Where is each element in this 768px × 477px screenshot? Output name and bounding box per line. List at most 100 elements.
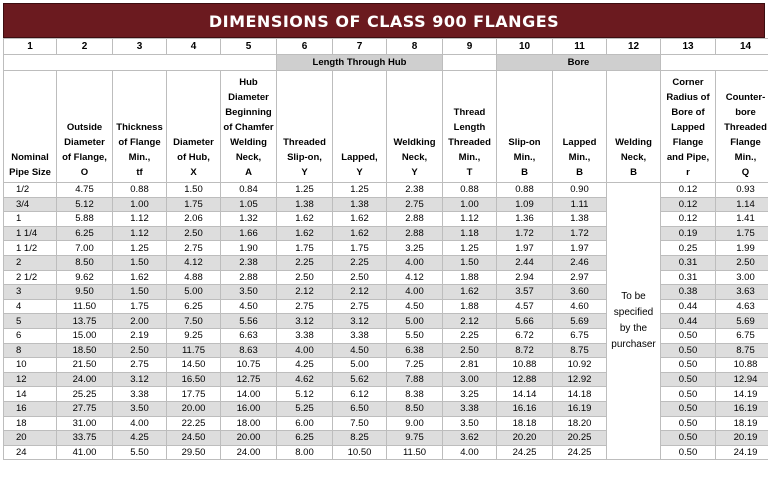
table-cell: 18.20	[552, 415, 607, 432]
table-cell: 3.12	[332, 313, 387, 329]
table-cell: 18.19	[715, 415, 768, 432]
table-cell: 2.81	[442, 357, 497, 373]
table-cell: 16.19	[552, 400, 607, 417]
table-cell: 0.50	[660, 371, 716, 388]
column-number-row: 1 2 3 4 5 6 7 8 9 10 11 12 13 14	[3, 38, 768, 55]
table-cell: 4.12	[386, 269, 443, 286]
table-cell: 5.56	[220, 313, 277, 329]
table-cell: 4.75	[56, 182, 113, 198]
table-cell: 6.00	[276, 415, 333, 432]
table-cell: 0.84	[220, 182, 277, 198]
table-cell: 24.00	[56, 371, 113, 388]
table-cell: 1.62	[442, 284, 497, 300]
column-header-line: Nominal	[11, 152, 49, 163]
table-cell: 4.50	[386, 298, 443, 315]
page-title: DIMENSIONS OF CLASS 900 FLANGES	[3, 3, 765, 38]
table-cell: 7.25	[386, 357, 443, 373]
table-cell: 2.12	[332, 284, 387, 300]
note-line: specified	[613, 307, 654, 319]
column-header-line: tf	[136, 167, 143, 178]
column-header-line: of Hub,	[177, 152, 210, 163]
table-cell: 27.75	[56, 400, 113, 417]
table-cell: 5.12	[276, 386, 333, 402]
table-row: 16 27.75 3.50 20.00 16.00 5.25 6.50 8.50 3.38 16.…	[3, 400, 768, 417]
column-header-line: Welding	[230, 137, 267, 148]
table-cell: 2.50	[112, 342, 167, 359]
table-cell: 12.92	[552, 371, 607, 388]
table-cell: 2.75	[166, 240, 221, 256]
table-cell: 2.12	[276, 284, 333, 300]
note-line: by the	[619, 323, 648, 335]
table-cell: 25.25	[56, 386, 113, 402]
table-cell: 1.12	[112, 225, 167, 242]
column-header: Thickness of Flange Min., tf	[112, 70, 167, 183]
table-cell: 2.25	[332, 254, 387, 271]
table-cell: 2.97	[552, 269, 607, 286]
table-cell: 4.50	[332, 342, 387, 359]
table-cell: 0.50	[660, 327, 716, 344]
table-cell: 24.19	[715, 444, 768, 461]
column-number: 8	[386, 38, 443, 55]
group-spacer	[442, 54, 497, 71]
table-cell: 14.00	[220, 386, 277, 402]
column-header-line: Hub	[239, 77, 258, 88]
column-header-line: Min.,	[568, 152, 591, 163]
table-row: 1 5.88 1.12 2.06 1.32 1.62 1.62 2.88 1.12 1.36 1.3…	[3, 211, 768, 227]
column-header-line: and Pipe,	[666, 152, 710, 163]
column-header-line: Radius of	[666, 92, 710, 103]
table-cell: 31.00	[56, 415, 113, 432]
table-cell: 1.05	[220, 196, 277, 213]
column-header-line: X	[190, 167, 197, 178]
table-cell: 0.31	[660, 269, 716, 286]
table-cell: 1.38	[552, 211, 607, 227]
table-cell: 20.19	[715, 430, 768, 446]
table-cell: 2.88	[386, 225, 443, 242]
column-header: Nominal Pipe Size	[3, 70, 57, 183]
table-cell: 1.50	[112, 284, 167, 300]
table-cell: 2.06	[166, 211, 221, 227]
table-cell: 2.38	[386, 182, 443, 198]
column-number: 1	[3, 38, 57, 55]
column-header-line: Lapped	[562, 137, 597, 148]
nominal-pipe-size-cell: 12	[3, 371, 57, 388]
table-cell: 1.50	[442, 254, 497, 271]
column-header-line: Counter-	[725, 92, 766, 103]
table-cell: 7.50	[166, 313, 221, 329]
table-cell: 0.90	[552, 182, 607, 198]
note-line: To be	[621, 291, 646, 303]
table-cell: 3.00	[442, 371, 497, 388]
table-cell: 8.50	[56, 254, 113, 271]
column-number: 9	[442, 38, 497, 55]
column-header: Corner Radius of Bore of Lapped Flange and Pi…	[660, 70, 716, 183]
table-cell: 22.25	[166, 415, 221, 432]
table-cell: 2.38	[220, 254, 277, 271]
column-number: 11	[552, 38, 607, 55]
table-cell: 11.50	[56, 298, 113, 315]
nominal-pipe-size-cell: 18	[3, 415, 57, 432]
column-header-line: Flange	[672, 137, 704, 148]
nominal-pipe-size-cell: 3	[3, 284, 57, 300]
table-cell: 1.97	[496, 240, 553, 256]
table-cell: 2.50	[715, 254, 768, 271]
table-cell: 5.25	[276, 400, 333, 417]
table-cell: 8.72	[496, 342, 553, 359]
table-cell: 4.25	[276, 357, 333, 373]
table-row: 20 33.75 4.25 24.50 20.00 6.25 8.25 9.75 3.62 20.…	[3, 430, 768, 446]
table-cell: 7.00	[56, 240, 113, 256]
table-cell: 16.50	[166, 371, 221, 388]
table-cell: 1.88	[442, 269, 497, 286]
column-number: 3	[112, 38, 167, 55]
nominal-pipe-size-cell: 5	[3, 313, 57, 329]
nominal-pipe-size-cell: 4	[3, 298, 57, 315]
table-cell: 20.00	[220, 430, 277, 446]
table-cell: 3.38	[276, 327, 333, 344]
table-cell: 0.88	[496, 182, 553, 198]
table-cell: 1.99	[715, 240, 768, 256]
table-cell: 1.66	[220, 225, 277, 242]
table-cell: 1.50	[112, 254, 167, 271]
column-header-line: Threaded	[283, 137, 326, 148]
column-number: 13	[660, 38, 716, 55]
table-cell: 0.88	[112, 182, 167, 198]
table-cell: 2.25	[276, 254, 333, 271]
